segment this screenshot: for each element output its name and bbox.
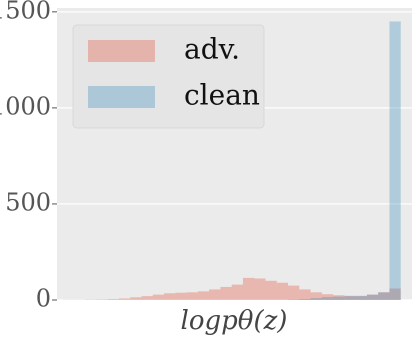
y-tick-label: 0 [36, 285, 51, 313]
legend-label: clean [184, 79, 260, 112]
histogram-bar [321, 294, 334, 300]
histogram-bar [164, 293, 176, 300]
legend-label: adv. [184, 33, 240, 66]
histogram-bar [310, 292, 322, 300]
legend-swatch [88, 40, 155, 62]
histogram-bar [242, 277, 255, 300]
y-tick-label: 1000 [0, 92, 51, 120]
histogram-bar [118, 298, 131, 300]
histogram-bar [389, 288, 401, 300]
histogram-bar [299, 299, 311, 300]
histogram-bar [333, 295, 345, 300]
histogram-bar [130, 297, 142, 300]
histogram-bar [378, 292, 390, 300]
histogram-bar [378, 292, 390, 300]
legend-box [72, 24, 265, 129]
histogram-bar [344, 295, 356, 300]
histogram-bar [333, 296, 345, 300]
histogram-bar [209, 289, 221, 300]
histogram-bar [254, 278, 266, 300]
histogram-bar [344, 296, 356, 300]
histogram-bar [276, 282, 289, 300]
histogram-bar [321, 297, 334, 300]
x-axis-label: logpθ(z) [181, 306, 288, 336]
histogram-bar [141, 296, 153, 300]
histogram-bar [355, 296, 367, 300]
histogram-bar [220, 286, 232, 300]
histogram-bar [265, 280, 277, 300]
histogram-bar [231, 284, 243, 300]
legend-swatch [88, 86, 155, 108]
histogram-bar [310, 298, 322, 300]
histogram-bar [175, 292, 187, 300]
histogram-bar [288, 285, 300, 300]
histogram-bar [366, 294, 379, 300]
histogram-bar [107, 299, 119, 300]
y-tick-label: 500 [5, 188, 51, 216]
histogram-bar [152, 294, 165, 300]
histogram-bar [389, 21, 401, 301]
histogram-bar [197, 291, 210, 300]
histogram-bar [96, 299, 108, 300]
histogram-bar [299, 289, 311, 300]
histogram-bar [355, 295, 367, 300]
histogram-bar [366, 294, 379, 300]
y-tick-label: 1500 [0, 0, 51, 24]
histogram-bar [186, 292, 198, 300]
